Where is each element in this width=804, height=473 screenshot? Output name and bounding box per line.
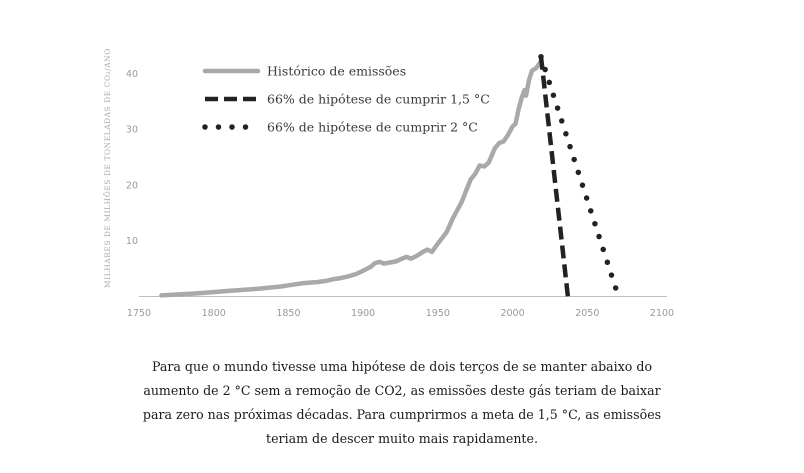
x-tick-label: 1800	[202, 308, 226, 319]
figure-caption: Para que o mundo tivesse uma hipótese de…	[95, 355, 709, 451]
y-tick-label: 10	[126, 236, 138, 247]
x-tick-label: 1950	[426, 308, 450, 319]
caption-line: Para que o mundo tivesse uma hipótese de…	[151, 359, 653, 374]
caption-line: aumento de 2 °C sem a remoção de CO2, as…	[143, 383, 661, 398]
series-line-dotted	[538, 53, 619, 291]
caption-line: teriam de descer muito mais rapidamente.	[266, 431, 538, 446]
y-tick-label: 20	[126, 180, 138, 191]
x-tick-labels: 1750 1800 1850 1900 1950 2000 2050 2100	[127, 308, 674, 319]
series-line-solid	[159, 58, 544, 298]
legend-label: Histórico de emissões	[267, 64, 406, 79]
legend-label: 66% de hipótese de cumprir 2 °C	[267, 120, 478, 135]
series-line-dashed	[538, 56, 571, 297]
y-tick-labels: 10 20 30 40	[126, 69, 138, 247]
y-axis-label: MILHARES DE MILHÕES DE TONELADAS DE CO₂/…	[103, 48, 112, 288]
y-tick-label: 30	[126, 125, 138, 136]
legend: Histórico de emissões 66% de hipótese de …	[202, 64, 490, 135]
caption-line: para zero nas próximas décadas. Para cum…	[142, 407, 662, 422]
x-tick-label: 1850	[276, 308, 300, 319]
legend-label: 66% de hipótese de cumprir 1,5 °C	[267, 92, 490, 107]
x-tick-label: 2100	[650, 308, 674, 319]
emissions-chart: MILHARES DE MILHÕES DE TONELADAS DE CO₂/…	[103, 48, 674, 319]
x-tick-label: 1900	[351, 308, 375, 319]
x-tick-label: 2000	[500, 308, 524, 319]
x-tick-label: 2050	[575, 308, 599, 319]
y-tick-label: 40	[126, 69, 138, 80]
x-tick-label: 1750	[127, 308, 151, 319]
series-lines	[159, 53, 619, 298]
